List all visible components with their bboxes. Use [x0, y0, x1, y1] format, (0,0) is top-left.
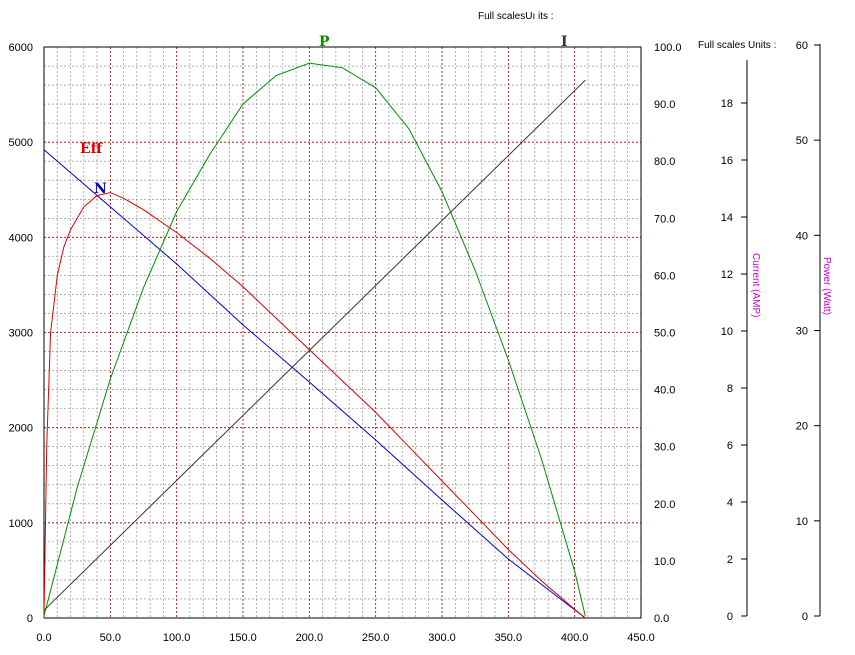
- x-tick-label: 400.0: [561, 632, 589, 644]
- series-line-eff: [43, 192, 586, 619]
- x-tick-label: 100.0: [163, 632, 191, 644]
- right-tick-label: 40.0: [654, 385, 675, 397]
- series-line-i: [43, 79, 586, 611]
- power-tick-label: 10: [796, 516, 808, 528]
- left-tick-label: 6000: [9, 42, 33, 54]
- power-tick-label: 50: [796, 135, 808, 147]
- full-scale-label-1: Full scalesUı its :: [478, 11, 554, 22]
- right-tick-label: 30.0: [654, 442, 675, 454]
- current-tick-label: 0: [727, 611, 733, 623]
- left-tick-label: 3000: [9, 328, 33, 340]
- right-tick-label: 70.0: [654, 213, 675, 225]
- series-label-i: I: [561, 34, 568, 50]
- right-tick-label: 10.0: [654, 556, 675, 568]
- curves: [43, 62, 586, 619]
- current-axis-label: Current (AMP): [750, 253, 761, 317]
- current-tick-label: 10: [721, 326, 733, 338]
- current-tick-label: 16: [721, 155, 733, 167]
- full-scale-label-2: Full scales Units :: [698, 40, 776, 51]
- x-tick-label: 150.0: [229, 632, 257, 644]
- current-tick-label: 4: [727, 497, 733, 509]
- x-tick-label: 0.0: [36, 632, 51, 644]
- x-tick-label: 200.0: [296, 632, 324, 644]
- x-tick-label: 300.0: [428, 632, 456, 644]
- left-tick-label: 5000: [9, 137, 33, 149]
- current-tick-label: 6: [727, 440, 733, 452]
- x-tick-label: 350.0: [495, 632, 523, 644]
- curve-labels: N Eff P I: [80, 34, 568, 197]
- series-label-n: N: [94, 181, 107, 197]
- x-tick-label: 450.0: [627, 632, 655, 644]
- right-tick-label: 50.0: [654, 328, 675, 340]
- left-tick-label: 2000: [9, 423, 33, 435]
- power-axis: 0 10 20 30 40 50 60: [796, 40, 821, 623]
- right-tick-label: 0.0: [654, 613, 669, 625]
- right-axis-ticks: 0.0 10.0 20.0 30.0 40.0 50.0 60.0 70.0 80.0 90.0 1…: [654, 42, 682, 625]
- current-axis: 0 2 4 6 8 10 12 14 16 18: [721, 60, 748, 623]
- current-tick-label: 12: [721, 269, 733, 281]
- series-line-p: [43, 62, 586, 617]
- series-label-eff: Eff: [80, 141, 104, 157]
- x-axis-ticks: 0.0 50.0 100.0 150.0 200.0 250.0 300.0 350.0 400…: [36, 632, 654, 644]
- plot-border: [43, 46, 642, 619]
- left-tick-label: 0: [27, 613, 33, 625]
- series-label-p: P: [319, 34, 330, 50]
- grid-major: [44, 47, 641, 618]
- x-tick-label: 50.0: [100, 632, 121, 644]
- power-tick-label: 0: [802, 611, 808, 623]
- current-tick-label: 14: [721, 212, 733, 224]
- power-tick-label: 30: [796, 326, 808, 338]
- current-tick-label: 2: [727, 554, 733, 566]
- right-tick-label: 60.0: [654, 270, 675, 282]
- right-tick-label: 20.0: [654, 499, 675, 511]
- current-tick-label: 18: [721, 98, 733, 110]
- series-line-n: [43, 149, 586, 619]
- right-tick-label: 80.0: [654, 156, 675, 168]
- power-tick-label: 60: [796, 40, 808, 52]
- left-tick-label: 1000: [9, 518, 33, 530]
- plot-frame: [43, 46, 642, 619]
- left-tick-label: 4000: [9, 232, 33, 244]
- power-tick-label: 20: [796, 421, 808, 433]
- left-axis-ticks: 0 1000 2000 3000 4000 5000 6000: [9, 42, 33, 625]
- power-axis-label: Power (Watt): [821, 257, 832, 315]
- right-tick-label: 90.0: [654, 99, 675, 111]
- current-tick-label: 8: [727, 383, 733, 395]
- right-tick-label: 100.0: [654, 42, 682, 54]
- x-tick-label: 250.0: [362, 632, 390, 644]
- power-tick-label: 40: [796, 230, 808, 242]
